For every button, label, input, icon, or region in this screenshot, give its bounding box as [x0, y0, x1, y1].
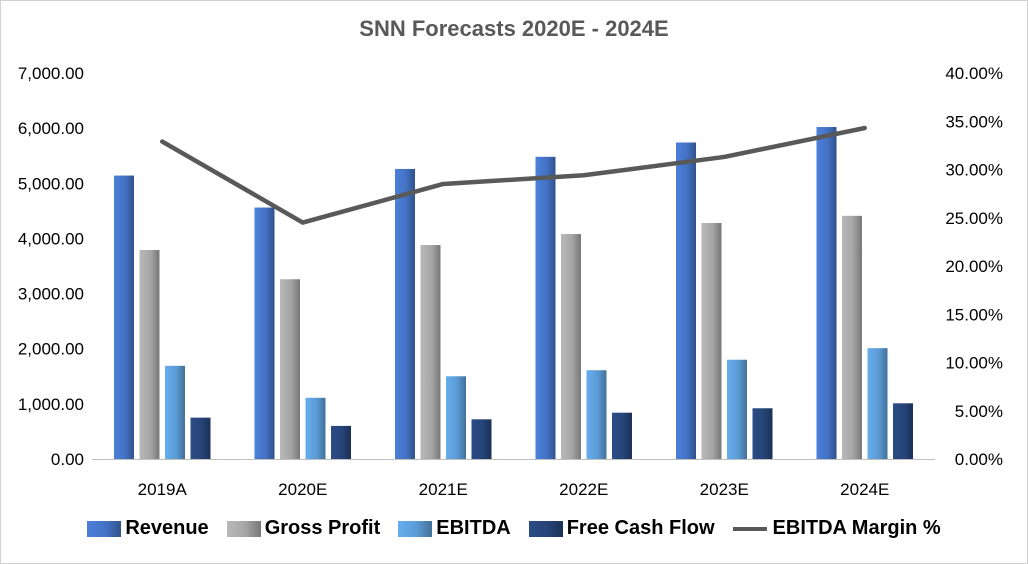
bar-gross-profit-2019A: [139, 250, 160, 459]
bar-gross-profit-2022E: [561, 234, 581, 459]
bar-free-cash-flow-2021E: [471, 419, 492, 459]
bar-revenue-2020E: [254, 207, 275, 459]
bar-ebitda-2024E: [867, 348, 888, 459]
bar-ebitda-2021E: [446, 376, 466, 459]
bar-free-cash-flow-2024E: [893, 403, 913, 459]
bar-revenue-2022E: [535, 156, 556, 459]
legend-item: Revenue: [87, 517, 209, 540]
right-axis-tick-label: 25.00%: [945, 209, 1003, 228]
legend-label: Gross Profit: [264, 517, 381, 539]
bar-free-cash-flow-2023E: [752, 408, 773, 459]
bar-revenue-2023E: [676, 142, 696, 460]
bar-revenue-2019A: [114, 175, 134, 459]
right-axis: 0.00% 5.00% 10.00% 15.00% 20.00% 25.00% 30.00%…: [945, 64, 1003, 469]
left-axis: 0.00 1,000.00 2,000.00 3,000.00 4,000.00 5,00…: [18, 64, 84, 469]
bar-gross-profit-2023E: [701, 222, 722, 459]
bar-ebitda-2019A: [165, 365, 185, 459]
left-axis-tick-label: 0.00: [51, 450, 84, 469]
right-axis-tick-label: 20.00%: [945, 257, 1003, 276]
legend: Revenue Gross Profit EBITDA Free Cash Flow E…: [0, 517, 1028, 540]
legend-item: Free Cash Flow: [528, 517, 715, 540]
legend-label: EBITDA: [436, 517, 511, 539]
bar-gross-profit-2021E: [420, 245, 441, 459]
legend-label: Free Cash Flow: [566, 517, 715, 539]
bar-ebitda-2022E: [586, 370, 607, 459]
bar-free-cash-flow-2022E: [612, 412, 632, 459]
x-axis-tick-label: 2023E: [700, 480, 749, 499]
right-axis-tick-label: 30.00%: [945, 161, 1003, 180]
x-axis-tick-label: 2021E: [419, 480, 468, 499]
right-axis-tick-label: 15.00%: [945, 305, 1003, 324]
line-layer: [160, 125, 867, 225]
legend-line-marker: [732, 526, 767, 531]
right-axis-tick-label: 10.00%: [945, 354, 1003, 373]
chart-title: SNN Forecasts 2020E - 2024E: [359, 16, 669, 41]
legend-label: Revenue: [125, 517, 209, 539]
bar-gross-profit-2020E: [280, 279, 300, 459]
bar-revenue-2021E: [395, 168, 415, 459]
left-axis-tick-label: 7,000.00: [18, 64, 84, 83]
legend-item: Gross Profit: [226, 517, 381, 540]
x-axis-tick-label: 2019A: [138, 480, 188, 499]
legend-swatch: [398, 520, 433, 537]
left-axis-tick-label: 2,000.00: [18, 340, 84, 359]
right-axis-tick-label: 5.00%: [955, 402, 1003, 421]
legend-swatch: [87, 520, 122, 537]
x-axis: 2019A 2020E 2021E 2022E 2023E 2024E: [92, 459, 935, 499]
legend-item: EBITDA Margin %: [732, 517, 941, 540]
legend-swatch: [226, 520, 261, 537]
right-axis-tick-label: 35.00%: [945, 112, 1003, 131]
bars-layer: [114, 127, 913, 460]
right-axis-tick-label: 0.00%: [955, 450, 1003, 469]
left-axis-tick-label: 5,000.00: [18, 174, 84, 193]
x-axis-tick-label: 2022E: [559, 480, 608, 499]
bar-ebitda-2020E: [305, 397, 326, 459]
x-axis-tick-label: 2020E: [278, 480, 327, 499]
left-axis-tick-label: 6,000.00: [18, 119, 84, 138]
legend-label: EBITDA Margin %: [772, 517, 941, 539]
left-axis-tick-label: 1,000.00: [18, 395, 84, 414]
line-ebitda-margin-: [160, 125, 867, 225]
left-axis-tick-label: 4,000.00: [18, 229, 84, 248]
legend-item: EBITDA: [398, 517, 511, 540]
bar-ebitda-2023E: [727, 359, 747, 459]
bar-free-cash-flow-2019A: [190, 417, 211, 459]
left-axis-tick-label: 3,000.00: [18, 285, 84, 304]
bar-gross-profit-2024E: [842, 215, 862, 459]
x-axis-tick-label: 2024E: [840, 480, 889, 499]
bar-free-cash-flow-2020E: [331, 425, 351, 459]
bar-revenue-2024E: [816, 127, 837, 459]
legend-swatch: [528, 520, 563, 537]
right-axis-tick-label: 40.00%: [945, 64, 1003, 83]
